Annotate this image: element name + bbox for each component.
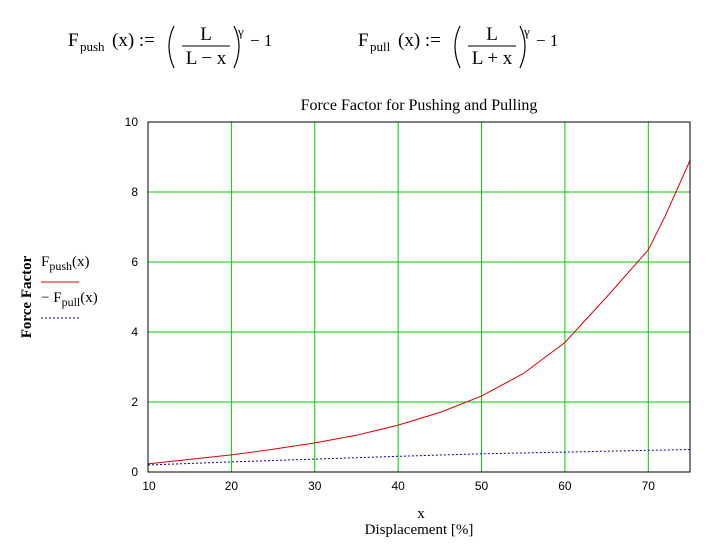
- formula-pull-svg: F pull (x) := L L + x γ − 1: [358, 24, 558, 69]
- formula-pull-fn: F: [358, 30, 369, 51]
- y-tick-label: 0: [131, 465, 138, 479]
- legend-push-text: Fpush(x): [41, 254, 90, 273]
- formula-pull-sub: pull: [370, 39, 391, 54]
- formula-pull-num: L: [486, 24, 498, 45]
- y-tick-label: 6: [131, 255, 138, 269]
- legend-item-push: Fpush(x): [41, 254, 90, 283]
- series-group: [147, 160, 691, 466]
- formula-push-arg: (x) :=: [112, 30, 155, 51]
- formula-push-tail: − 1: [250, 31, 272, 50]
- legend-pull-text: − Fpull(x): [41, 290, 98, 309]
- legend-pull-fn: F: [53, 290, 61, 306]
- formula-push-fn: F: [68, 30, 79, 51]
- legend-pull-prefix: −: [41, 290, 53, 306]
- x-tick-label: 30: [308, 479, 322, 493]
- y-tick-label: 4: [131, 325, 138, 339]
- legend-pull-arg: (x): [80, 290, 98, 306]
- formula-pull-exp: γ: [523, 24, 530, 39]
- formula-push: F push (x) := L L − x γ − 1: [68, 22, 308, 78]
- formula-push-rparen: [233, 25, 240, 69]
- legend-push-fn: F: [41, 254, 49, 270]
- formula-pull-tail: − 1: [536, 31, 558, 50]
- x-axis-label: x: [417, 506, 425, 522]
- y-tick-label: 8: [131, 185, 138, 199]
- legend: Fpush(x) − Fpull(x): [41, 254, 98, 319]
- formula-push-svg: F push (x) := L L − x γ − 1: [68, 24, 272, 69]
- formula-push-sub: push: [80, 39, 105, 54]
- y-tick-label: 10: [125, 115, 139, 129]
- legend-item-pull: − Fpull(x): [41, 290, 98, 319]
- grid: [148, 122, 690, 472]
- formula-push-num: L: [200, 24, 212, 45]
- formula-pull: F pull (x) := L L + x γ − 1: [358, 22, 598, 78]
- formula-pull-rparen: [519, 25, 526, 69]
- formula-push-den: L − x: [186, 48, 227, 69]
- legend-pull-sub: pull: [62, 295, 81, 309]
- series-line-push: [147, 160, 691, 465]
- formula-push-exp: γ: [237, 24, 244, 39]
- tick-labels: 10 20 30 40 50 60 70 0 2 4 6 8 10: [125, 115, 656, 493]
- plot-frame: [147, 121, 691, 473]
- formula-push-lparen: [168, 25, 175, 69]
- y-axis-label: Force Factor: [19, 255, 35, 338]
- x-tick-label: 10: [142, 479, 156, 493]
- y-tick-label: 2: [131, 395, 138, 409]
- x-axis-label-secondary: Displacement [%]: [365, 522, 474, 538]
- chart-title: Force Factor for Pushing and Pulling: [301, 97, 538, 114]
- x-tick-label: 70: [642, 479, 656, 493]
- x-tick-label: 40: [391, 479, 405, 493]
- legend-push-arg: (x): [72, 254, 90, 270]
- x-tick-label: 60: [558, 479, 572, 493]
- formula-pull-lparen: [454, 25, 461, 69]
- x-tick-label: 50: [475, 479, 489, 493]
- x-tick-label: 20: [225, 479, 239, 493]
- formula-pull-arg: (x) :=: [398, 30, 441, 51]
- formula-pull-den: L + x: [472, 48, 513, 69]
- series-line-pull: [147, 449, 691, 466]
- legend-push-sub: push: [49, 259, 72, 273]
